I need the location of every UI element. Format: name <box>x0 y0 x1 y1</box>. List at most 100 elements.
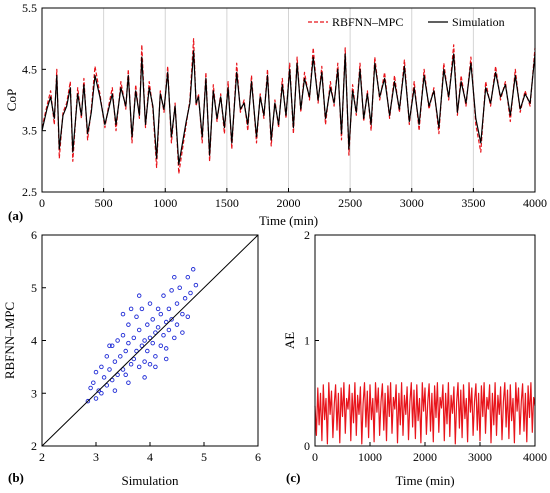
x-tick-label: 1000 <box>358 450 382 464</box>
tick-labels: 0 500 1000 1500 2000 2500 3000 3500 4000 2.5 3.5 4.… <box>22 1 547 210</box>
y-axis-label: CoP <box>4 89 19 111</box>
scatter-point <box>193 282 199 288</box>
scatter-point <box>158 311 164 317</box>
panel-a-timeseries: 0 500 1000 1500 2000 2500 3000 3500 4000 2.5 3.5 4.… <box>4 1 547 228</box>
scatter-point <box>107 343 112 349</box>
scatter-point <box>123 372 128 378</box>
x-tick-label: 3000 <box>468 450 492 464</box>
x-axis-label: Simulation <box>121 473 179 488</box>
series-ae-line <box>314 382 536 445</box>
scatter-point <box>145 348 150 354</box>
y-axis-label: AE <box>282 332 297 349</box>
scatter-point <box>134 348 139 354</box>
scatter-point <box>172 274 177 280</box>
y-tick-label: 1 <box>304 334 310 348</box>
scatter-point <box>118 354 123 359</box>
scatter-point <box>139 343 145 349</box>
scatter-point <box>166 306 172 312</box>
y-tick-label: 4 <box>31 334 37 348</box>
scatter-point <box>104 354 110 359</box>
scatter-point <box>163 356 169 362</box>
scatter-point <box>99 391 104 396</box>
x-axis-label: Time (min) <box>259 213 318 228</box>
x-tick-label: 2500 <box>338 196 362 210</box>
scatter-point <box>190 267 196 272</box>
axes-frame <box>41 7 536 193</box>
panel-b-scatter: 2 3 4 5 6 2 3 4 5 6 Simulation RBFNN–MPC (b) <box>2 228 261 488</box>
y-tick-label: 6 <box>31 228 37 242</box>
scatter-point <box>93 369 99 375</box>
scatter-point <box>136 327 142 333</box>
scatter-point <box>147 335 153 341</box>
y-tick-label: 3.5 <box>22 124 37 138</box>
x-tick-label: 2 <box>39 450 45 464</box>
scatter-point <box>126 322 131 327</box>
scatter-point <box>147 301 153 306</box>
tick-labels: 0 1000 2000 3000 4000 0 1 2 <box>304 228 547 464</box>
x-tick-label: 5 <box>201 450 207 464</box>
scatter-point <box>153 364 158 370</box>
scatter-point <box>153 330 158 335</box>
y-axis-label: RBFNN–MPC <box>2 302 17 379</box>
panel-label: (a) <box>8 208 23 223</box>
scatter-point <box>174 322 180 327</box>
x-tick-label: 3000 <box>400 196 424 210</box>
scatter-point <box>185 314 191 320</box>
scatter-point <box>88 385 93 391</box>
scatter-point <box>112 359 118 364</box>
scatter-point <box>161 293 166 298</box>
scatter-point <box>180 330 185 335</box>
y-tick-label: 5 <box>31 281 37 295</box>
scatter-point <box>101 375 107 380</box>
scatter-point <box>128 361 134 367</box>
scatter-point <box>145 322 150 327</box>
scatter-point <box>120 311 126 317</box>
series-lines <box>314 382 536 445</box>
panel-c-absolute-error: 0 1000 2000 3000 4000 0 1 2 Time (min) AE (c) <box>282 228 547 488</box>
scatter-point <box>161 332 166 338</box>
y-tick-label: 2 <box>304 228 310 242</box>
scatter-point <box>134 314 139 320</box>
scatter-point <box>150 317 155 322</box>
x-tick-label: 3500 <box>461 196 485 210</box>
scatter-point <box>85 398 91 404</box>
y-tick-label: 3 <box>31 386 37 400</box>
scatter-point <box>128 306 134 312</box>
scatter-point <box>155 306 161 312</box>
x-axis-label: Time (min) <box>395 473 454 488</box>
y-tick-label: 5.5 <box>22 1 37 15</box>
axes-frame <box>314 234 536 447</box>
scatter-point <box>136 293 142 298</box>
y-tick-label: 2.5 <box>22 185 37 199</box>
scatter-point <box>185 274 191 280</box>
grid-lines <box>103 8 474 192</box>
y-tick-label: 0 <box>304 439 310 453</box>
x-tick-label: 0 <box>312 450 318 464</box>
legend-label: Simulation <box>452 15 505 29</box>
scatter-point <box>142 359 147 364</box>
scatter-point <box>174 301 180 306</box>
x-tick-label: 1500 <box>215 196 239 210</box>
scatter-point <box>177 285 182 291</box>
scatter-point <box>96 388 101 393</box>
y-tick-label: 4.5 <box>22 62 37 76</box>
scatter-point <box>180 311 185 317</box>
y-tick-label: 2 <box>31 439 37 453</box>
scatter-point <box>99 364 104 370</box>
scatter-point <box>120 367 126 372</box>
x-tick-label: 2000 <box>413 450 437 464</box>
x-tick-label: 3 <box>93 450 99 464</box>
x-tick-label: 500 <box>95 196 113 210</box>
series-lines <box>41 38 536 175</box>
scatter-point <box>147 361 153 367</box>
x-tick-label: 2000 <box>277 196 301 210</box>
scatter-point <box>131 356 137 362</box>
series-simulation-line <box>41 50 536 165</box>
scatter-point <box>169 288 174 293</box>
diagonal-line <box>41 234 259 447</box>
legend: RBFNN–MPC Simulation <box>308 15 505 29</box>
scatter-point <box>136 364 142 370</box>
scatter-point <box>139 306 145 312</box>
scatter-point <box>115 372 120 378</box>
